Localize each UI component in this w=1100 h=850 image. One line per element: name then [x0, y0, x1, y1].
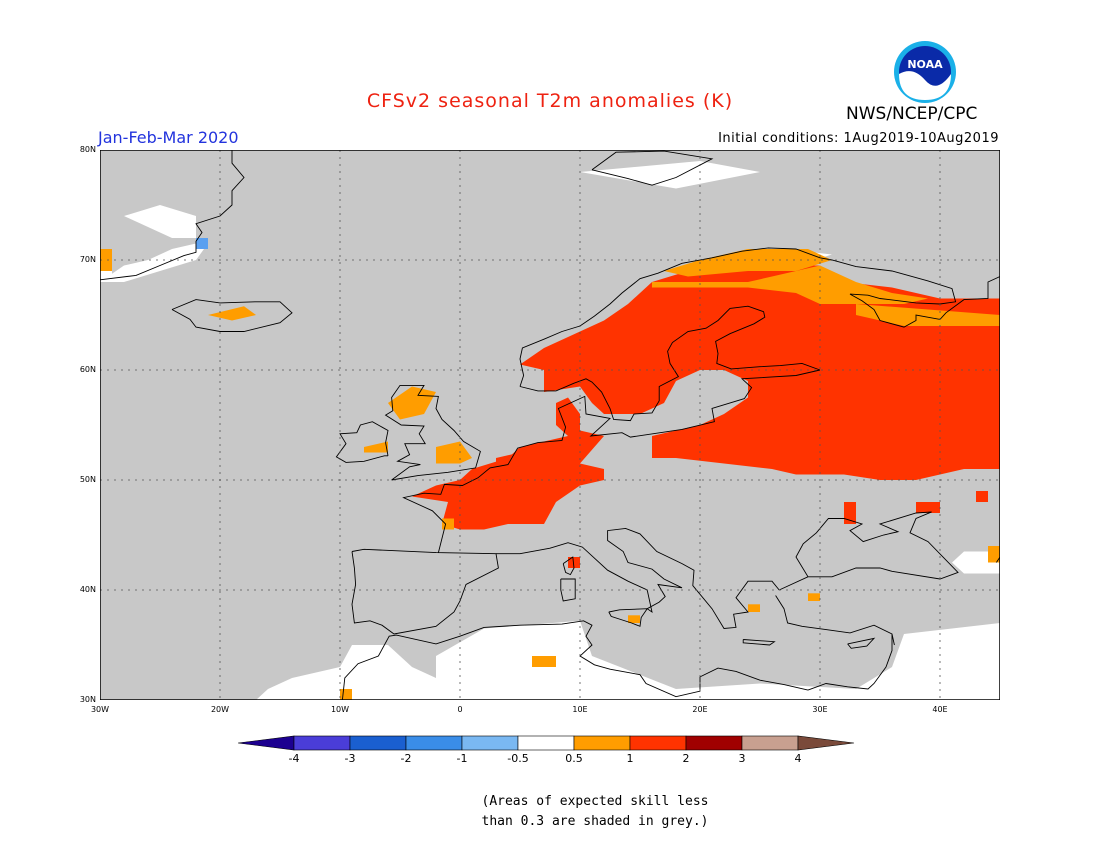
white-region-north-africa — [436, 620, 1000, 700]
orange-region-north-cape — [664, 249, 832, 277]
lon-label: 0 — [457, 705, 463, 714]
lat-label: 40N — [79, 585, 96, 594]
coastline-0 — [351, 548, 499, 635]
coastline-15 — [100, 150, 245, 281]
colorbar-segment — [573, 735, 631, 751]
gridlines — [100, 150, 1000, 700]
colorbar-segment — [405, 735, 463, 751]
red-region-belgium — [496, 452, 520, 469]
lon-label: 10E — [572, 705, 588, 714]
lon-label: 20W — [210, 705, 230, 714]
orange-cell-aegean — [748, 604, 760, 612]
colorbar-label: -0.5 — [507, 752, 529, 765]
orange-cell-tunisia — [532, 656, 556, 667]
colorbar-label: -1 — [456, 752, 468, 765]
red-cell-don — [916, 502, 940, 513]
orange-region-arkhangelsk — [856, 304, 1000, 326]
coastline-18 — [891, 633, 895, 646]
lat-label: 60N — [79, 365, 96, 374]
coastline-10 — [384, 384, 481, 481]
colorbar-segment — [293, 735, 351, 751]
lon-label: 40E — [932, 705, 948, 714]
colorbar-segment — [461, 735, 519, 751]
lon-label: 30W — [90, 705, 110, 714]
lon-label: 30E — [812, 705, 828, 714]
logo-text: NOAA — [907, 58, 943, 71]
coastlines — [100, 150, 1000, 700]
colorbar-label: -2 — [400, 752, 412, 765]
colorbar-segment — [517, 735, 575, 751]
coastline-1 — [402, 369, 821, 553]
noaa-logo: NOAA — [894, 41, 956, 103]
colorbar-label: 3 — [738, 752, 746, 765]
red-cell-crimea — [844, 502, 856, 524]
orange-region-ireland — [364, 441, 388, 453]
orange-cell-morocco — [340, 689, 352, 700]
blue-cell-greenland — [196, 238, 208, 249]
initial-conditions-label: Initial conditions: 1Aug2019-10Aug2019 — [718, 131, 999, 146]
coastline-7 — [562, 556, 575, 576]
red-cell-corsica — [568, 557, 580, 568]
agency-label: NWS/NCEP/CPC — [846, 104, 978, 124]
orange-region-scotland — [388, 386, 436, 420]
colorbar-label: 4 — [794, 752, 802, 765]
coastline-9 — [847, 637, 876, 649]
white-region-greenland — [100, 243, 208, 282]
lat-label: 70N — [79, 255, 96, 264]
coastline-2 — [496, 511, 959, 629]
colorbar-segment — [349, 735, 407, 751]
orange-region-england — [436, 441, 472, 464]
coastline-14 — [171, 299, 293, 332]
coastline-11 — [335, 421, 389, 463]
skill-note-line2: than 0.3 are shaded in grey.) — [481, 814, 709, 829]
coastline-12 — [519, 247, 1000, 387]
orange-cell-sicily — [628, 615, 640, 623]
white-region-greenland-2 — [124, 205, 196, 238]
map — [100, 150, 1000, 700]
red-cell-volga — [976, 491, 988, 502]
skill-note-line1: (Areas of expected skill less — [481, 794, 709, 809]
coastline-13 — [519, 305, 821, 422]
orange-cell-anatolia — [808, 593, 820, 601]
orange-cell-caspian — [988, 546, 1000, 563]
orange-cell-greenland — [100, 249, 112, 271]
colorbar-segment — [629, 735, 687, 751]
lon-label: 20E — [692, 705, 708, 714]
lat-label: 30N — [79, 695, 96, 704]
colorbar-label: -4 — [288, 752, 300, 765]
colorbar-arrow-right — [797, 735, 855, 751]
colorbar-label: 2 — [682, 752, 690, 765]
period-label: Jan-Feb-Mar 2020 — [98, 128, 239, 147]
orange-cell-biscay — [442, 518, 454, 530]
white-region-svalbard — [580, 161, 760, 189]
skill-note: (Areas of expected skill less than 0.3 a… — [440, 792, 750, 832]
coastline-5 — [608, 608, 649, 627]
orange-region-iceland — [208, 306, 256, 321]
white-region-morocco — [256, 645, 436, 700]
colorbar-segment — [741, 735, 799, 751]
coastline-6 — [560, 578, 576, 602]
colorbar — [238, 735, 855, 751]
coastline-16 — [591, 150, 714, 186]
colorbar-label: 1 — [626, 752, 634, 765]
lat-label: 80N — [79, 145, 96, 154]
lat-label: 50N — [79, 475, 96, 484]
colorbar-label: 0.5 — [565, 752, 583, 765]
colorbar-arrow-left — [238, 735, 295, 751]
colorbar-label: -3 — [344, 752, 356, 765]
lon-label: 10W — [330, 705, 350, 714]
coastline-8 — [742, 639, 776, 646]
colorbar-segment — [685, 735, 743, 751]
coastline-4 — [341, 620, 809, 700]
chart-title: CFSv2 seasonal T2m anomalies (K) — [366, 90, 734, 112]
